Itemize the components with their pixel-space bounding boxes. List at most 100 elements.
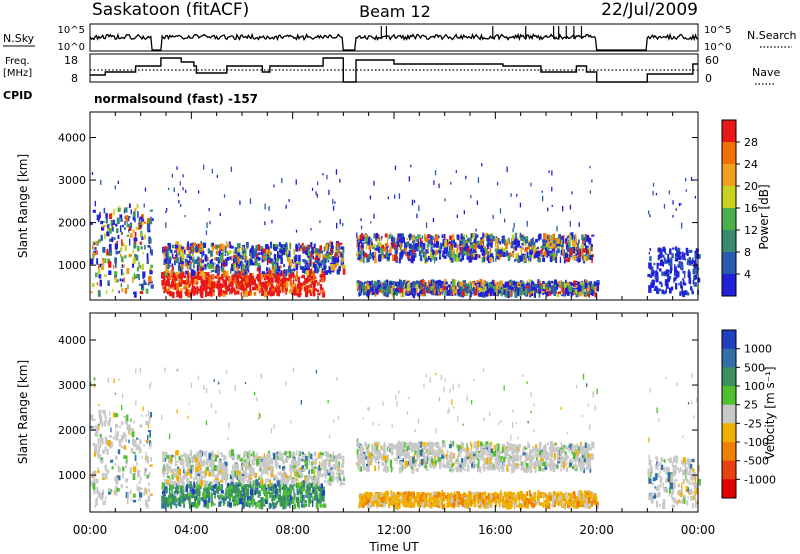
echo-cell xyxy=(458,252,461,255)
echo-cell xyxy=(569,204,572,210)
echo-cell xyxy=(164,281,167,286)
echo-cell xyxy=(320,452,324,456)
echo-cell xyxy=(385,292,389,298)
echo-cell xyxy=(585,291,587,298)
echo-cell xyxy=(143,472,146,476)
echo-cell xyxy=(276,257,279,263)
echo-cell xyxy=(123,455,127,459)
echo-cell xyxy=(273,502,277,508)
echo-cell xyxy=(196,288,199,294)
echo-cell xyxy=(270,244,273,249)
echo-cell xyxy=(298,260,301,266)
nsky-spikes xyxy=(380,26,583,39)
echo-cell xyxy=(563,252,566,259)
echo-cell xyxy=(139,241,142,245)
echo-cell xyxy=(142,276,145,279)
echo-cell xyxy=(425,257,428,263)
echo-cell xyxy=(322,255,325,261)
echo-cell xyxy=(364,234,367,238)
echo-cell xyxy=(216,280,219,288)
echo-cell xyxy=(283,247,286,255)
echo-cell xyxy=(534,291,536,298)
echo-cell xyxy=(114,487,117,491)
freq-trace xyxy=(90,57,698,83)
echo-cell xyxy=(425,222,428,229)
echo-cell xyxy=(453,279,457,285)
echo-cell xyxy=(184,258,188,265)
echo-cell xyxy=(589,282,592,285)
echo-cell xyxy=(292,486,294,490)
echo-cell xyxy=(191,242,194,246)
echo-cell xyxy=(133,451,136,455)
echo-cell xyxy=(282,482,285,488)
echo-cell xyxy=(241,276,244,280)
echo-cell xyxy=(170,484,173,491)
echo-cell xyxy=(400,292,402,298)
echo-cell xyxy=(342,222,344,227)
echo-cell xyxy=(338,243,340,250)
echo-cell xyxy=(149,246,152,254)
echo-cell xyxy=(405,283,408,288)
echo-cell xyxy=(371,254,373,259)
power-colorbar-label: Power [dB] xyxy=(757,184,771,249)
echo-cell xyxy=(666,269,669,275)
echo-cell xyxy=(513,246,515,254)
echo-cell xyxy=(439,242,443,245)
echo-cell xyxy=(236,490,240,497)
echo-cell xyxy=(662,254,665,258)
echo-cell xyxy=(188,246,191,251)
echo-cell xyxy=(493,280,496,285)
echo-cell xyxy=(183,503,186,508)
echo-cell xyxy=(522,246,524,250)
echo-cell xyxy=(648,210,650,215)
echo-cell xyxy=(264,257,267,262)
echo-cell xyxy=(164,249,168,253)
echo-cell xyxy=(267,468,269,476)
echo-cell xyxy=(178,274,181,277)
echo-cell xyxy=(239,491,243,498)
echo-cell xyxy=(193,265,195,269)
echo-cell xyxy=(171,244,175,249)
echo-cell xyxy=(185,292,187,296)
echo-cell xyxy=(92,442,95,446)
echo-cell xyxy=(590,244,593,247)
echo-cell xyxy=(117,475,121,481)
echo-cell xyxy=(444,240,448,248)
echo-cell xyxy=(663,204,666,209)
echo-cell xyxy=(210,243,212,248)
echo-cell xyxy=(127,492,130,499)
echo-cell xyxy=(206,458,209,465)
echo-cell xyxy=(467,238,469,241)
echo-cell xyxy=(396,248,399,251)
echo-cell xyxy=(469,284,472,290)
echo-cell xyxy=(268,503,271,510)
echo-cell xyxy=(522,254,526,260)
echo-cell xyxy=(261,271,266,275)
echo-cell xyxy=(164,497,168,502)
echo-cell xyxy=(668,276,672,280)
echo-cell xyxy=(181,271,185,278)
echo-cell xyxy=(305,262,309,265)
echo-cell xyxy=(283,468,286,476)
echo-cell xyxy=(578,252,580,260)
echo-cell xyxy=(90,222,93,225)
echo-cell xyxy=(460,284,464,291)
echo-cell xyxy=(104,436,107,443)
echo-cell xyxy=(279,265,282,269)
echo-cell xyxy=(374,291,377,297)
echo-cell xyxy=(298,254,301,262)
echo-cell xyxy=(129,238,131,246)
echo-cell xyxy=(402,290,405,297)
echo-cell xyxy=(675,253,678,257)
echo-cell xyxy=(212,282,216,285)
echo-cell xyxy=(149,440,151,446)
echo-cell xyxy=(678,203,681,206)
echo-cell xyxy=(374,251,377,258)
echo-cell xyxy=(434,254,437,258)
echo-cell xyxy=(588,253,591,260)
echo-cell xyxy=(497,253,501,257)
echo-cell xyxy=(274,458,278,466)
echo-cell xyxy=(412,247,415,255)
echo-cell xyxy=(456,244,459,251)
echo-cell xyxy=(686,292,690,296)
